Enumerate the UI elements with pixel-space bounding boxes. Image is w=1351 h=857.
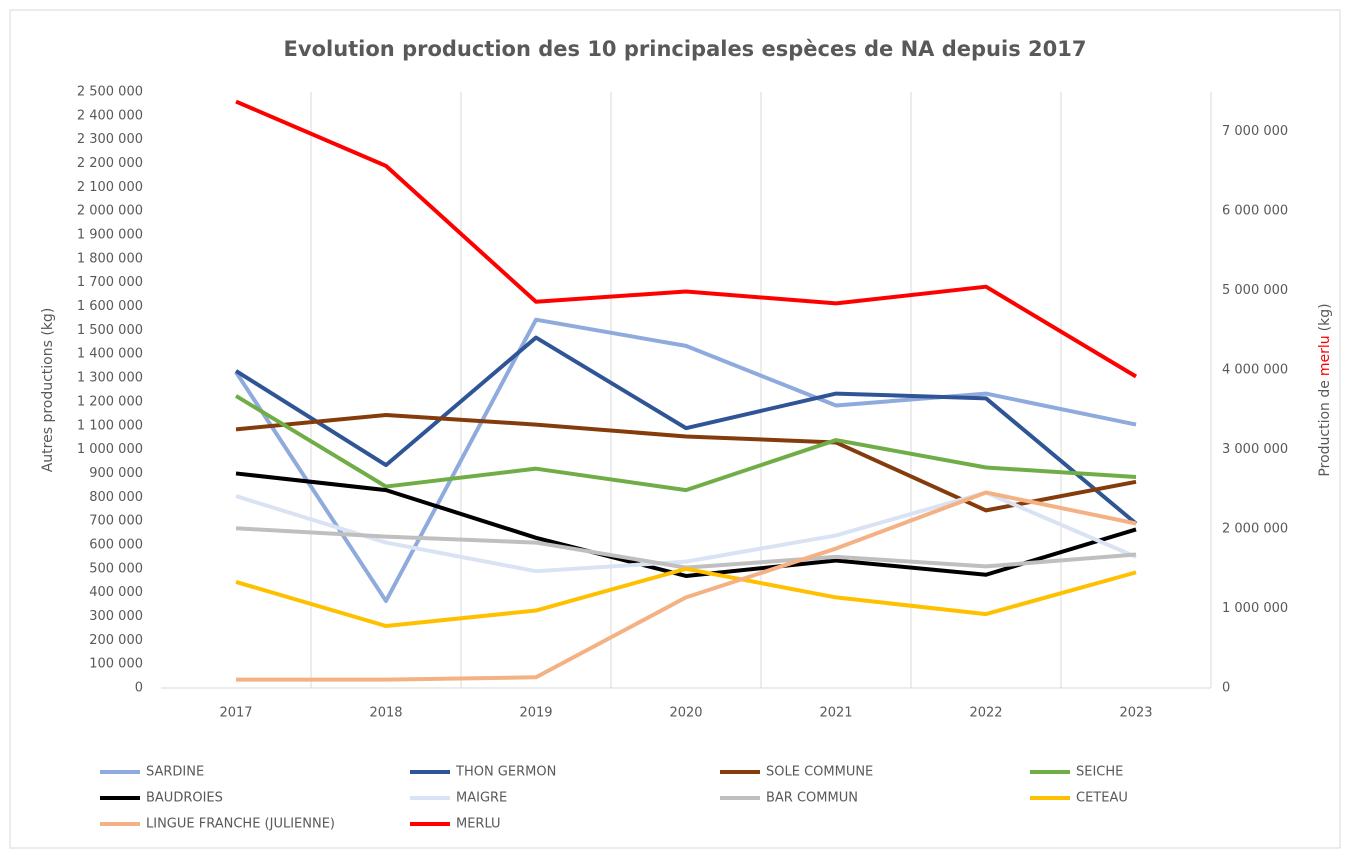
y-tick-label: 0 — [135, 681, 143, 696]
x-tick-label: 2022 — [969, 706, 1002, 721]
y-tick-label: 600 000 — [89, 537, 143, 552]
legend-label: SEICHE — [1076, 765, 1123, 780]
series-line — [234, 335, 1138, 526]
y2-tick-label: 7 000 000 — [1222, 124, 1288, 139]
y2-tick-label: 2 000 000 — [1222, 522, 1288, 537]
y-tick-label: 1 300 000 — [77, 371, 143, 386]
legend-label: SARDINE — [146, 765, 204, 780]
legend-label: MERLU — [456, 817, 501, 832]
series-line — [234, 317, 1137, 603]
x-tick-label: 2018 — [369, 706, 402, 721]
y2-tick-label: 1 000 000 — [1222, 601, 1288, 616]
y2-title-suffix: (kg) — [1317, 303, 1333, 331]
y2-tick-label: 3 000 000 — [1222, 442, 1288, 457]
y-tick-label: 2 200 000 — [77, 156, 143, 171]
x-tick-label: 2023 — [1119, 706, 1152, 721]
chart-border — [9, 9, 1341, 849]
y-tick-label: 900 000 — [89, 466, 143, 481]
y-tick-label: 1 400 000 — [77, 347, 143, 362]
y-tick-label: 300 000 — [89, 609, 143, 624]
y-tick-label: 200 000 — [89, 633, 143, 648]
y2-axis-title: Production de merlu (kg) — [1317, 303, 1333, 476]
y-tick-label: 2 300 000 — [77, 132, 143, 147]
y-tick-label: 1 900 000 — [77, 228, 143, 243]
y-tick-label: 1 700 000 — [77, 275, 143, 290]
y-tick-label: 1 500 000 — [77, 323, 143, 338]
y-tick-label: 500 000 — [89, 561, 143, 576]
y-tick-label: 700 000 — [89, 514, 143, 529]
series-line — [236, 490, 1137, 682]
y-tick-label: 2 500 000 — [77, 85, 143, 100]
y-tick-label: 2 400 000 — [77, 108, 143, 123]
legend-label: SOLE COMMUNE — [766, 765, 873, 780]
x-tick-label: 2021 — [819, 706, 852, 721]
series-line — [235, 99, 1138, 379]
y-tick-label: 1 200 000 — [77, 394, 143, 409]
y-tick-label: 400 000 — [89, 585, 143, 600]
y-tick-label: 1 800 000 — [77, 251, 143, 266]
y2-tick-label: 4 000 000 — [1222, 363, 1288, 378]
series-line — [234, 394, 1137, 493]
x-tick-label: 2019 — [519, 706, 552, 721]
x-tick-label: 2020 — [669, 706, 702, 721]
y2-tick-label: 5 000 000 — [1222, 283, 1288, 298]
y-tick-label: 2 000 000 — [77, 204, 143, 219]
legend-label: MAIGRE — [456, 791, 507, 806]
y-tick-label: 100 000 — [89, 657, 143, 672]
y-tick-label: 2 100 000 — [77, 180, 143, 195]
y2-tick-label: 6 000 000 — [1222, 204, 1288, 219]
series-line — [235, 471, 1137, 578]
series-line — [235, 566, 1137, 629]
y-tick-label: 1 600 000 — [77, 299, 143, 314]
chart-title: Evolution production des 10 principales … — [284, 37, 1087, 61]
y-axis-title: Autres productions (kg) — [40, 308, 56, 473]
y-tick-label: 1 100 000 — [77, 418, 143, 433]
y2-title-prefix: Production de — [1317, 380, 1333, 476]
y-tick-label: 800 000 — [89, 490, 143, 505]
legend-label: LINGUE FRANCHE (JULIENNE) — [146, 817, 335, 832]
legend-label: BAR COMMUN — [766, 791, 858, 806]
y2-title-highlight: merlu — [1317, 335, 1333, 376]
legend-label: BAUDROIES — [146, 791, 223, 806]
x-tick-label: 2017 — [219, 706, 252, 721]
series-line — [235, 413, 1137, 513]
legend-label: CETEAU — [1076, 791, 1128, 806]
legend-label: THON GERMON — [455, 765, 556, 780]
y-tick-label: 1 000 000 — [77, 442, 143, 457]
y2-tick-label: 0 — [1222, 681, 1230, 696]
